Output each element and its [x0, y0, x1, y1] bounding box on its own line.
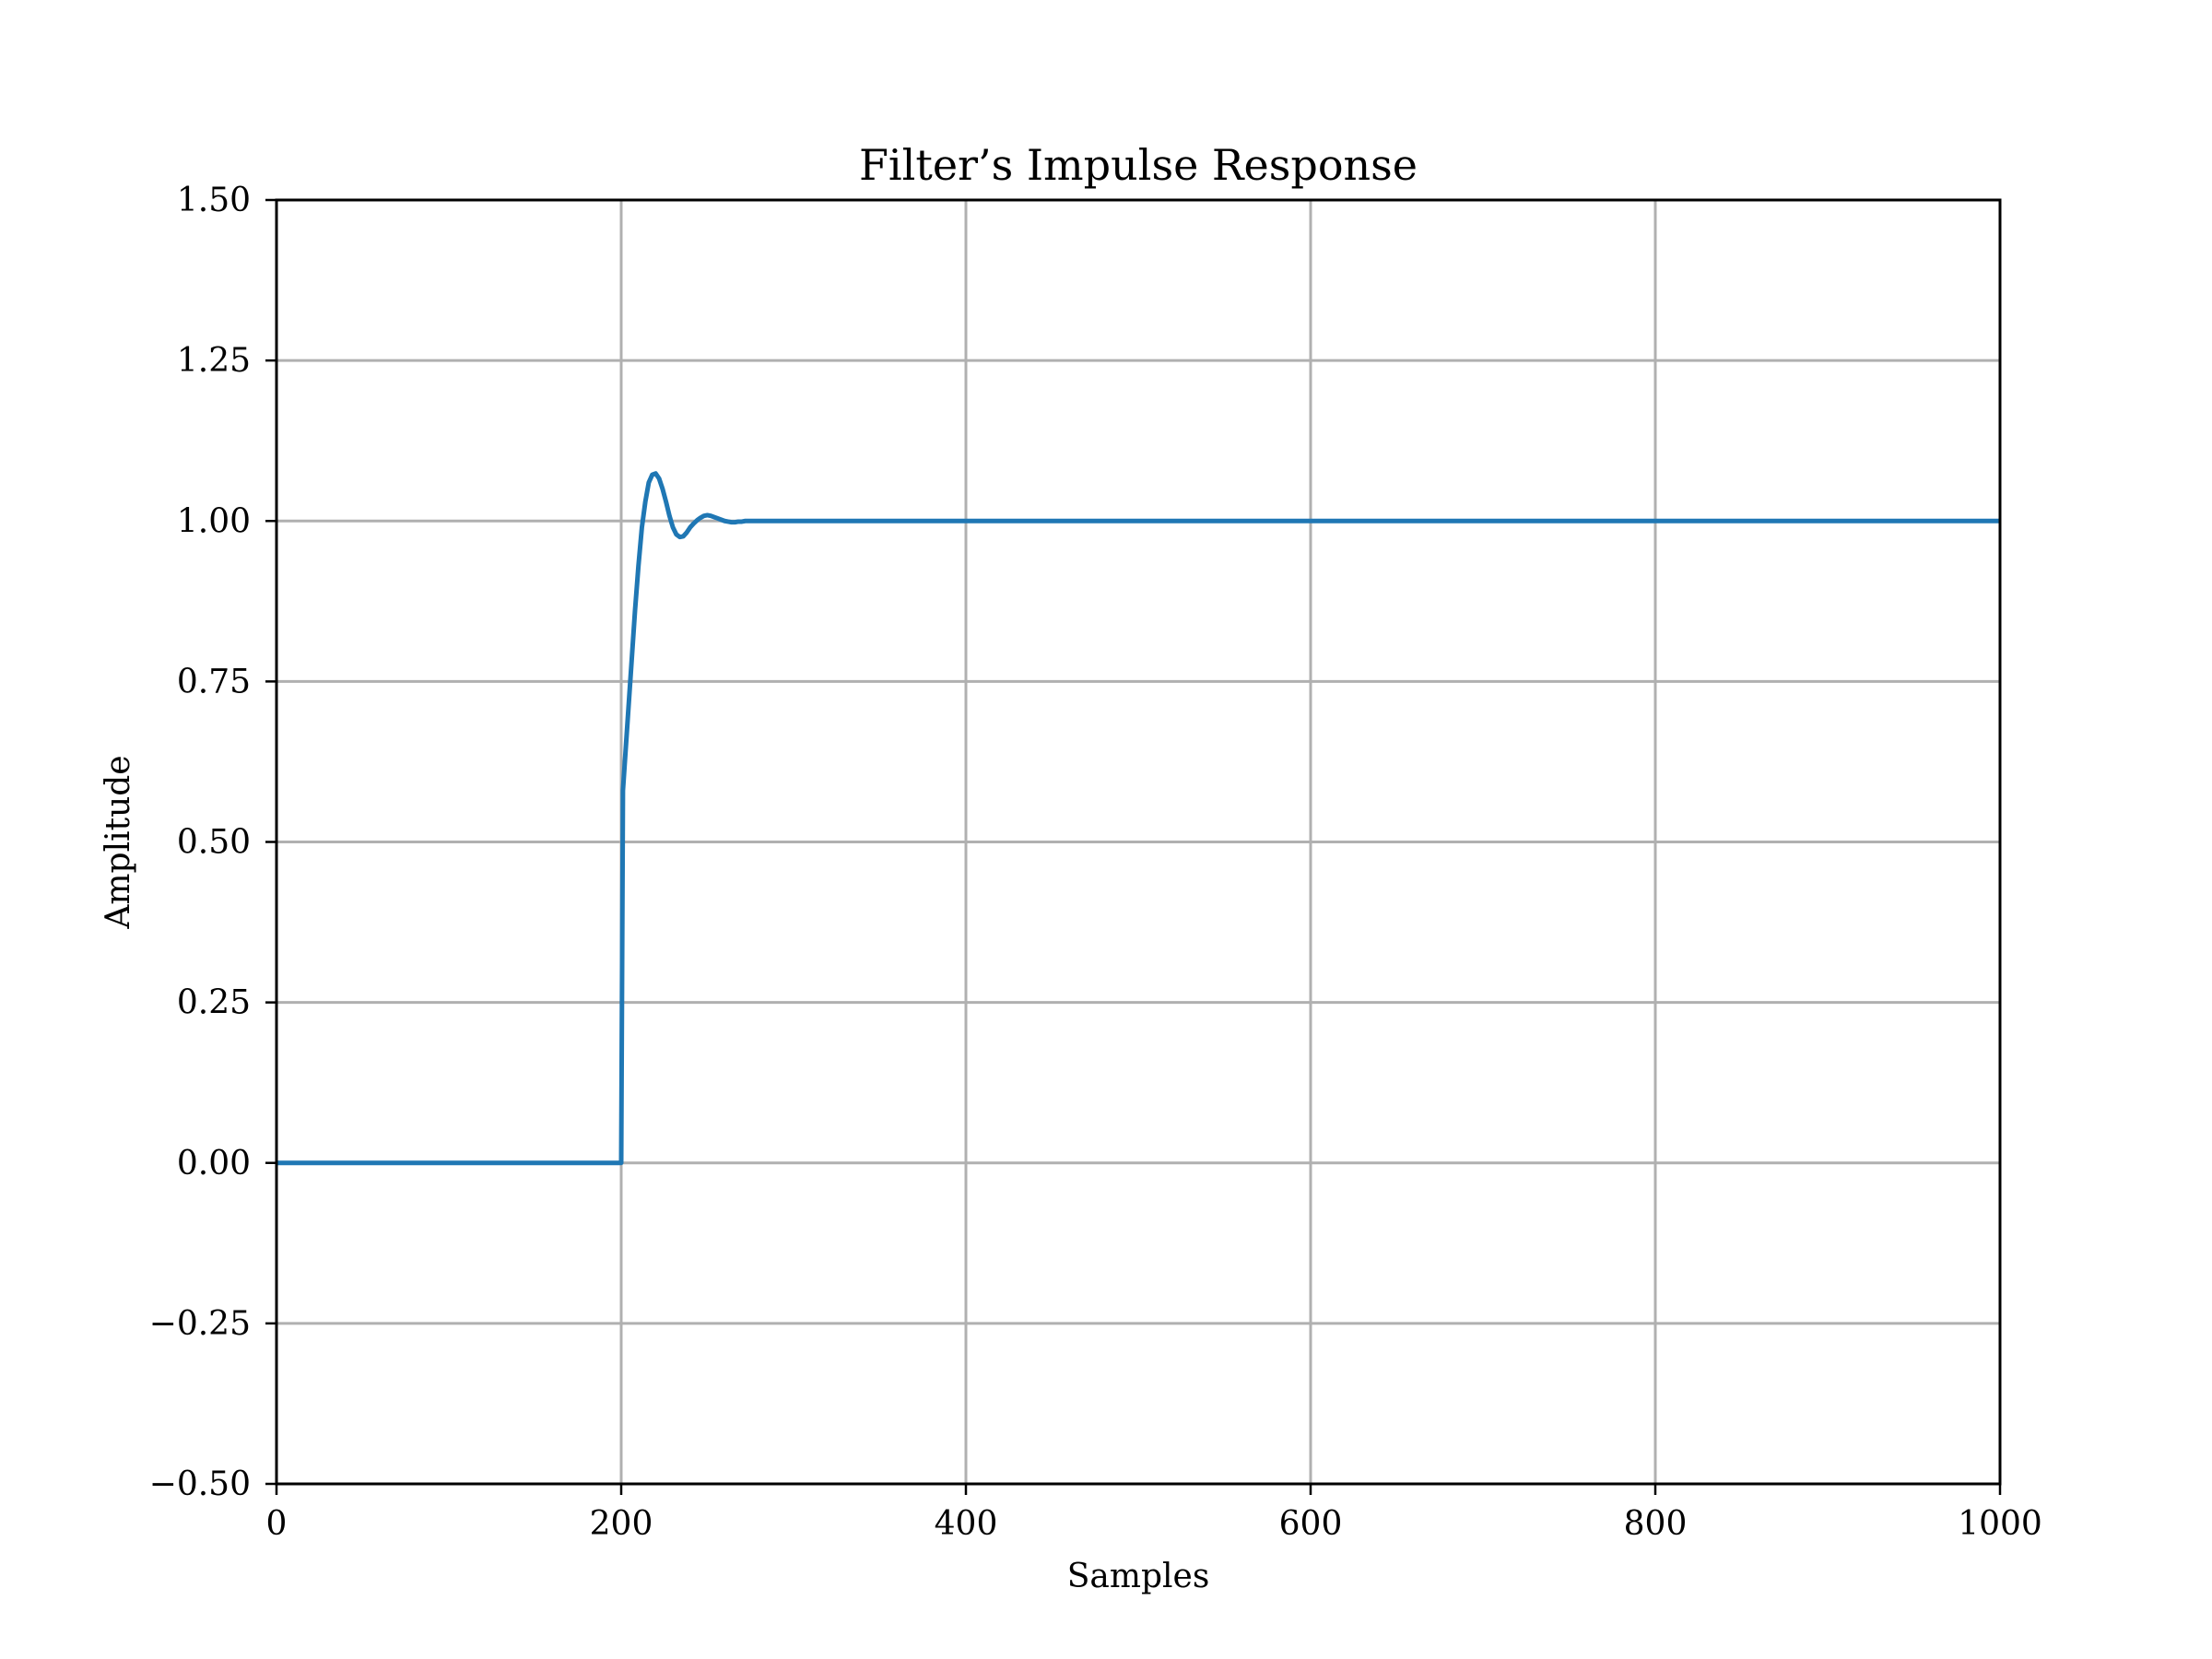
y-tick-label: −0.25: [149, 1305, 251, 1343]
y-tick-label: 1.00: [177, 502, 251, 540]
y-tick-label: 0.75: [177, 663, 251, 700]
ticks: 0 200 400 600 800 1000 −0.50 −0.25 0.00 0.25 0.50 0…: [149, 182, 2042, 1543]
x-tick-label: 0: [266, 1505, 288, 1543]
y-tick-label: 0.00: [177, 1145, 251, 1182]
y-axis-label: Amplitude: [100, 755, 137, 929]
y-tick-label: 0.50: [177, 824, 251, 862]
x-tick-label: 1000: [1958, 1505, 2042, 1543]
x-tick-label: 800: [1624, 1505, 1688, 1543]
grid-lines: [275, 198, 2002, 1486]
chart-title: Filter’s Impulse Response: [859, 140, 1418, 190]
series-layer: [276, 471, 2000, 1166]
x-tick-label: 400: [935, 1505, 998, 1543]
y-tick-label: −0.50: [149, 1465, 251, 1503]
x-tick-label: 600: [1279, 1505, 1343, 1543]
series-line: [276, 471, 2000, 1166]
x-tick-label: 200: [590, 1505, 653, 1543]
y-tick-label: 0.25: [177, 984, 251, 1022]
y-tick-label: 1.50: [177, 182, 251, 219]
y-tick-label: 1.25: [177, 342, 251, 380]
x-axis-label: Samples: [1067, 1558, 1210, 1595]
